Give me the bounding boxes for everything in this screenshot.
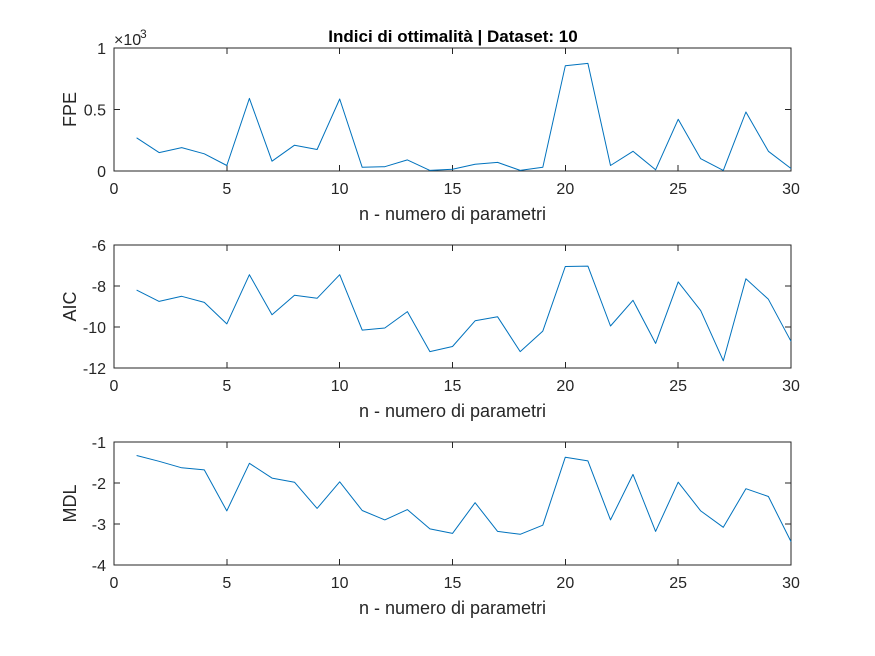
fpe-axes: 0 5 10 15 20 25 30 0 0.5 1 n - numero di parametri… [60, 41, 800, 224]
mdl-xtick-label: 25 [669, 575, 687, 592]
mdl-xlabel: n - numero di parametri [359, 598, 546, 618]
mdl-axes-box [114, 442, 791, 565]
mdl-series-line [137, 456, 791, 542]
mdl-ytick-label: -1 [92, 435, 106, 452]
aic-ytick-label: -12 [83, 361, 106, 378]
mdl-xtick-label: 20 [556, 575, 574, 592]
mdl-xtick-label: 30 [782, 575, 800, 592]
aic-xtick-label: 30 [782, 378, 800, 395]
fpe-xtick-label: 5 [222, 181, 231, 198]
aic-ytick-label: -6 [92, 238, 106, 255]
fpe-xtick-label: 15 [444, 181, 462, 198]
fpe-axes-box [114, 48, 791, 171]
aic-xtick-label: 15 [444, 378, 462, 395]
aic-ylabel: AIC [60, 291, 80, 321]
mdl-xtick-label: 0 [110, 575, 119, 592]
mdl-xtick-label: 15 [444, 575, 462, 592]
fpe-series-line [137, 63, 791, 170]
fpe-xtick-label: 10 [331, 181, 349, 198]
fpe-ylabel: FPE [60, 92, 80, 127]
aic-xtick-label: 0 [110, 378, 119, 395]
fpe-ytick-label: 1 [97, 41, 106, 58]
mdl-xtick-label: 10 [331, 575, 349, 592]
aic-ytick-label: -8 [92, 279, 106, 296]
mdl-ytick-label: -3 [92, 517, 106, 534]
aic-axes: 0 5 10 15 20 25 30 -12 -10 -8 -6 n - numero di para… [60, 238, 800, 421]
mdl-ylabel: MDL [60, 484, 80, 522]
fpe-xlabel: n - numero di parametri [359, 204, 546, 224]
mdl-axes: 0 5 10 15 20 25 30 -4 -3 -2 -1 n - numero di parame… [60, 435, 800, 618]
fpe-xtick-label: 0 [110, 181, 119, 198]
aic-series-line [137, 266, 791, 361]
aic-ytick-label: -10 [83, 320, 106, 337]
aic-xtick-label: 5 [222, 378, 231, 395]
mdl-ytick-label: -4 [92, 558, 106, 575]
aic-xtick-label: 25 [669, 378, 687, 395]
aic-xlabel: n - numero di parametri [359, 401, 546, 421]
fpe-exponent-label: ×10 -3 [114, 27, 147, 49]
mdl-xtick-label: 5 [222, 575, 231, 592]
fpe-xtick-label: 25 [669, 181, 687, 198]
figure-title: Indici di ottimalità | Dataset: 10 [328, 27, 577, 46]
aic-xtick-label: 20 [556, 378, 574, 395]
fpe-ytick-label: 0 [97, 164, 106, 181]
fpe-xtick-label: 20 [556, 181, 574, 198]
exponent-power: -3 [136, 27, 147, 41]
aic-axes-box [114, 245, 791, 368]
aic-xtick-label: 10 [331, 378, 349, 395]
fpe-ytick-label: 0.5 [84, 103, 106, 120]
mdl-ytick-label: -2 [92, 476, 106, 493]
fpe-xtick-label: 30 [782, 181, 800, 198]
